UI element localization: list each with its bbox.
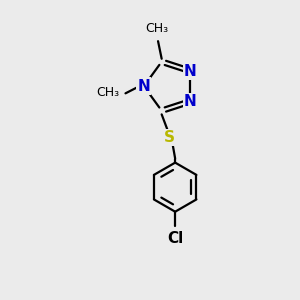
Text: Cl: Cl (167, 231, 183, 246)
Text: N: N (137, 79, 150, 94)
Text: N: N (184, 64, 197, 79)
Text: CH₃: CH₃ (96, 85, 119, 99)
Text: N: N (184, 94, 197, 109)
Text: CH₃: CH₃ (145, 22, 168, 35)
Text: S: S (164, 130, 175, 145)
